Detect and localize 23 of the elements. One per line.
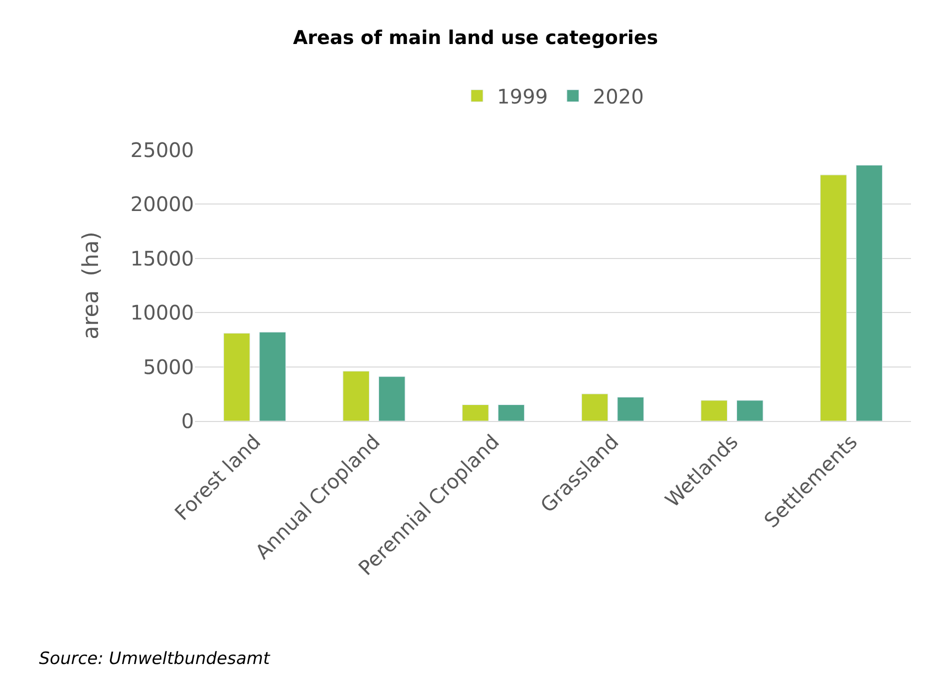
legend-label: 1999 xyxy=(497,84,548,109)
y-tick-label: 20000 xyxy=(130,192,194,216)
bar xyxy=(498,404,525,421)
y-tick-label: 10000 xyxy=(130,300,194,325)
legend-label: 2020 xyxy=(592,84,644,109)
source-note: Source: Umweltbundesamt xyxy=(39,649,272,669)
y-tick-label: 25000 xyxy=(130,138,194,162)
bar xyxy=(462,404,489,421)
bar xyxy=(736,400,764,421)
bar xyxy=(856,164,883,421)
bar xyxy=(617,396,644,421)
y-tick-label: 15000 xyxy=(130,246,194,270)
chart-title: Areas of main land use categories xyxy=(292,26,658,49)
bar xyxy=(259,332,286,421)
bar xyxy=(700,400,728,421)
y-tick-label: 0 xyxy=(181,409,194,433)
y-tick-label: 5000 xyxy=(143,354,194,379)
bar xyxy=(342,370,370,421)
bar xyxy=(820,174,847,421)
bar xyxy=(378,376,406,421)
bar xyxy=(581,394,608,421)
y-axis-title: area (ha) xyxy=(79,232,104,340)
bar xyxy=(223,332,250,421)
